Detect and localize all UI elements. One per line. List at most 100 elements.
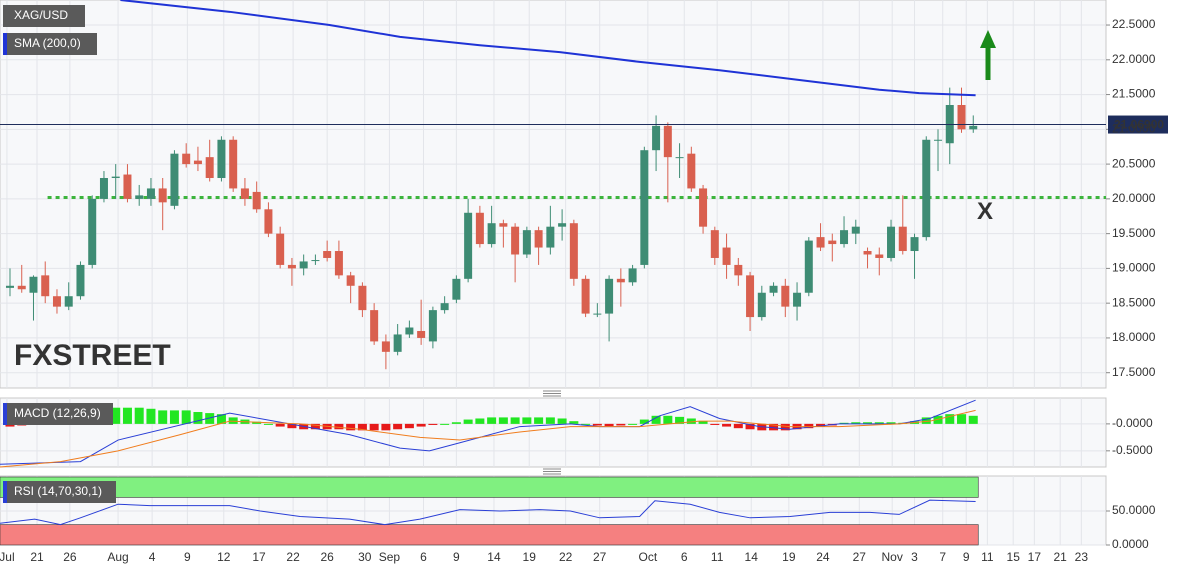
candle-body (534, 230, 543, 248)
legend-swatch (3, 33, 7, 55)
candle-body (428, 310, 437, 342)
histogram-bar (416, 423, 426, 427)
x-tick-label: 21 (1054, 550, 1068, 564)
histogram-bar (216, 414, 226, 424)
histogram-bar (404, 423, 414, 429)
candle-body (299, 261, 308, 269)
histogram-bar (193, 412, 203, 424)
histogram-bar (146, 408, 156, 424)
candle-body (640, 150, 649, 265)
histogram-bar (228, 417, 238, 424)
x-tick-label: 17 (252, 550, 266, 564)
watermark: FX (14, 339, 52, 372)
histogram-bar (463, 419, 473, 424)
candle-body (370, 310, 379, 342)
y-tick-label: 19.5000 (1112, 226, 1156, 240)
histogram-bar (780, 423, 790, 431)
panel-handle (543, 390, 561, 475)
candle-body (52, 296, 61, 307)
candle-body (217, 139, 226, 179)
y-tick-label: 18.5000 (1112, 295, 1156, 309)
y-tick-label: 17.5000 (1112, 365, 1156, 379)
candle-body (628, 268, 637, 283)
histogram-bar (686, 418, 696, 424)
y-tick-label: 22.0000 (1112, 52, 1156, 66)
y-tick-label: 21.0000 (1112, 122, 1156, 136)
x-tick-label: 26 (320, 550, 334, 564)
candle-body (863, 251, 872, 255)
histogram-bar (945, 414, 955, 424)
candle-body (687, 153, 696, 189)
histogram-bar (158, 410, 168, 424)
x-tick-label: 27 (853, 550, 867, 564)
candle-body (746, 275, 755, 318)
candle-body (593, 313, 602, 315)
histogram-bar (874, 422, 884, 424)
candle-body (922, 139, 931, 238)
price-tag-label: 21.06900 (1114, 118, 1164, 132)
grid (0, 0, 1110, 546)
candle-body (722, 247, 731, 265)
histogram-bar (310, 423, 320, 430)
histogram-bar (122, 407, 132, 424)
candle-body (816, 237, 825, 248)
x-tick-label: 3 (911, 550, 918, 564)
histogram-bar (393, 423, 403, 430)
histogram-bar (675, 416, 685, 424)
candle-body (334, 251, 343, 276)
x-tick-label: 19 (523, 550, 537, 564)
candle-body (840, 230, 849, 245)
histogram-bar (851, 422, 861, 424)
histogram-bar (663, 415, 673, 424)
histogram-bar (592, 423, 602, 426)
y-tick-label: 20.5000 (1112, 156, 1156, 170)
histogram-bar (557, 418, 567, 424)
y-tick-label: -0.0000 (1112, 416, 1153, 430)
candle-body (205, 157, 214, 179)
x-tick-label: Oct (639, 550, 658, 564)
marks: FX STREET (0, 0, 1168, 546)
histogram-bar (440, 423, 450, 425)
candle-body (287, 264, 296, 269)
x-tick-label: 30 (358, 550, 372, 564)
histogram-bar (169, 410, 179, 424)
legend-label: RSI (14,70,30,1) (14, 484, 102, 498)
candle-body (734, 264, 743, 276)
watermark: STREET (52, 339, 170, 372)
candle-body (64, 296, 73, 307)
x-tick-label: 22 (286, 550, 300, 564)
x-tick-label: 15 (1007, 550, 1021, 564)
candle-body (522, 230, 531, 255)
x-tick-label: Jul (0, 550, 15, 564)
candle-body (546, 226, 555, 248)
candle-body (969, 125, 978, 130)
candle-body (158, 188, 167, 203)
candle-body (323, 251, 332, 258)
y-tick-label: 0.0000 (1112, 537, 1149, 551)
candle-body (663, 125, 672, 158)
x-tick-label: 6 (681, 550, 688, 564)
histogram-bar (475, 418, 485, 424)
candle-body (710, 230, 719, 258)
legend-box (3, 481, 116, 503)
histogram-bar (487, 417, 497, 424)
legend-box (3, 5, 85, 27)
histogram-bar (545, 417, 555, 424)
histogram-bar (346, 423, 356, 431)
histogram-bar (651, 415, 661, 424)
histogram-bar (205, 413, 215, 424)
histogram-bar (534, 417, 544, 424)
candle-body (793, 292, 802, 307)
x-tick-label: 12 (217, 550, 231, 564)
x-tick-label: 21 (30, 550, 44, 564)
x-tick-label: 14 (487, 550, 501, 564)
histogram-bar (816, 423, 826, 427)
candle-body (581, 278, 590, 314)
candle-body (405, 327, 414, 335)
x-tick-label: 9 (184, 550, 191, 564)
x-tick-label: Nov (882, 550, 903, 564)
candle-body (346, 275, 355, 286)
x-tick-label: 22 (559, 550, 573, 564)
candle-body (229, 139, 238, 189)
candle-body (440, 303, 449, 311)
